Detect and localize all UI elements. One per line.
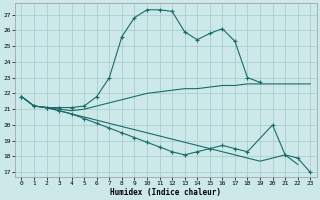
X-axis label: Humidex (Indice chaleur): Humidex (Indice chaleur) — [110, 188, 221, 197]
